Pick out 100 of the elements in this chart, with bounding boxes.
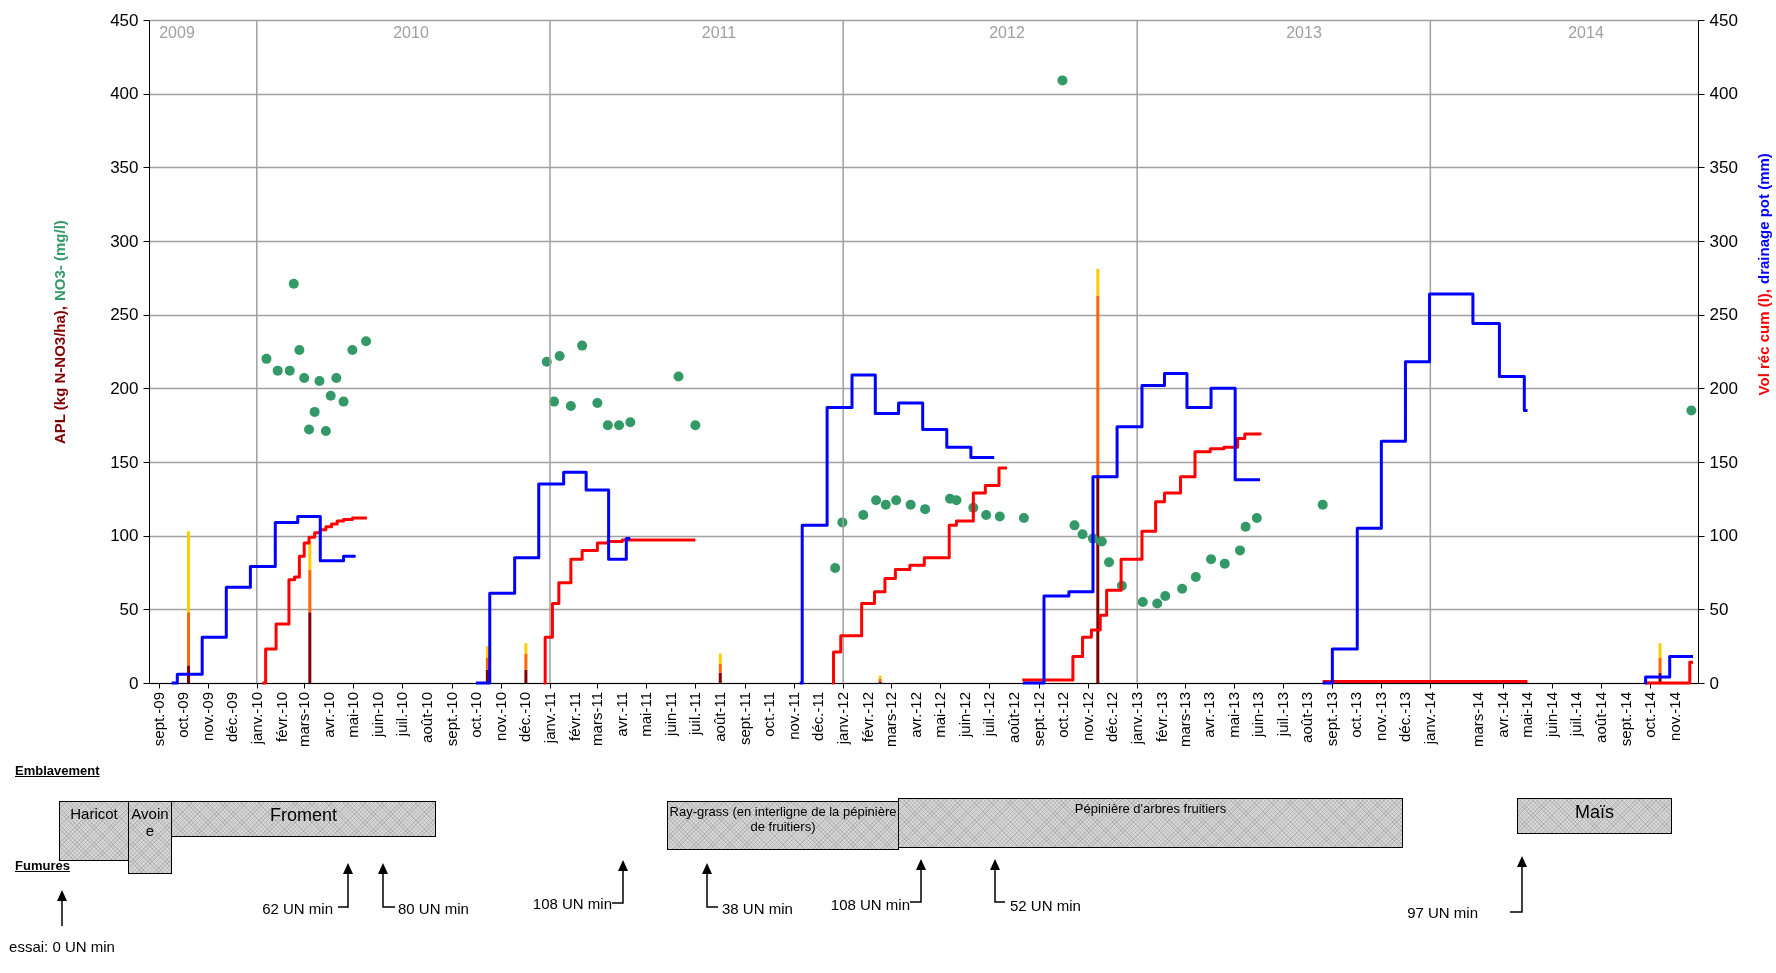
y2-tick-label: 250 [1709,305,1738,325]
x-tick-label: avr.-14 [1493,692,1511,738]
y2-tick-label: 300 [1709,231,1738,251]
x-tick-label: juin-12 [956,692,974,739]
y-tick-label: 50 [119,599,139,619]
y-axis-title: APL (kg N-NO3/ha), NO3- (mg/l) [51,220,68,445]
x-tick-label: nov.-12 [1079,692,1097,741]
text: 97 UN min [1407,904,1478,922]
y2-tick-label: 0 [1709,673,1719,693]
x-tick-label: févr.-10 [272,692,290,743]
y2-tick-label: 200 [1709,378,1738,398]
x-tick-label: juil.-10 [393,692,411,738]
x-tick-label: août-10 [418,692,436,743]
x-tick-label: juil.-13 [1273,692,1291,738]
text: Fumures [15,858,70,873]
y-tick-label: 100 [110,526,139,546]
x-tick-label: nov.-11 [785,692,803,740]
x-tick-label: août-11 [711,692,729,742]
annotation: 2009 [159,24,195,42]
annotation: 2012 [989,24,1025,42]
y-tick-label: 250 [110,305,139,325]
y-tick-label: 300 [110,231,139,251]
x-tick-label: août-13 [1298,692,1316,743]
x-tick-label: juil.-12 [980,692,998,738]
y-tick-label: 200 [110,378,139,398]
x-tick-label: janv.-12 [834,692,852,746]
x-tick-label: déc.-12 [1103,692,1121,743]
y2-tick-label: 400 [1709,84,1738,104]
x-tick-label: sept.-11 [736,692,754,746]
x-tick-label: août-12 [1005,692,1023,743]
text: 62 UN min [262,900,333,918]
x-tick-label: sept.-09 [149,692,167,747]
x-tick-label: sept.-13 [1323,692,1341,747]
text: 108 UN min [830,896,910,914]
text: Emblavement [15,763,100,778]
y2-tick-label: 350 [1709,157,1738,177]
x-tick-label: juin-14 [1542,692,1560,739]
y-tick-label: 0 [129,673,139,693]
crop-box: Froment [171,801,436,837]
x-tick-label: oct.-12 [1054,692,1072,738]
crop-box: Avoine [128,801,172,874]
crop-box: Pépinière d'arbres fruitiers [898,798,1403,848]
crop-box: Haricot [59,801,129,861]
x-tick-label: avr.-12 [907,692,925,738]
y-tick-label: 150 [110,452,139,472]
x-tick-label: mai-10 [344,692,362,738]
x-tick-label: oct.-11 [760,692,778,737]
x-tick-label: juin-10 [369,692,387,739]
x-tick-label: mars-14 [1468,692,1486,748]
text: 108 UN min [532,895,612,913]
annotation: 2011 [701,24,737,42]
y2-tick-label: 50 [1709,599,1729,619]
x-tick-label: sept.-10 [443,692,460,747]
x-tick-label: juil.-14 [1566,692,1584,738]
x-tick-label: sept.-14 [1616,692,1634,747]
x-tick-label: févr.-11 [565,692,583,741]
x-tick-label: oct.-14 [1640,692,1658,738]
text: 80 UN min [398,900,469,918]
x-tick-label: oct.-10 [467,692,485,738]
x-tick-label: déc.-09 [222,692,240,743]
x-tick-label: nov.-10 [492,692,509,741]
text: essai: 0 UN min [9,938,115,956]
y2-axis-title: Vol réc cum (l), drainage pot (mm) [1755,153,1772,396]
x-tick-label: déc.-13 [1396,692,1414,743]
x-tick-label: sept.-12 [1030,692,1048,747]
x-tick-label: janv.-11 [541,692,558,745]
x-tick-label: avr.-13 [1200,692,1218,738]
y-tick-label: 400 [110,84,139,104]
y-tick-label: 450 [110,10,139,30]
y-tick-label: 350 [110,157,139,177]
x-tick-label: mars-13 [1175,692,1193,748]
x-tick-label: oct.-09 [173,692,191,738]
x-tick-label: nov.-09 [198,692,216,741]
x-tick-label: juil.-11 [686,692,704,737]
x-tick-label: janv.-14 [1421,692,1439,746]
crop-box: Maïs [1517,798,1672,834]
x-tick-label: nov.-14 [1665,692,1683,741]
crop-box: Ray-grass (en interligne de la pépinière de fruitiers) [667,801,899,850]
x-tick-label: janv.-13 [1128,692,1146,746]
annotation: 2010 [393,24,429,42]
x-tick-label: oct.-13 [1347,692,1365,738]
x-tick-label: févr.-12 [859,692,877,743]
x-tick-label: mai-11 [637,692,655,737]
x-tick-label: mars-12 [882,692,900,748]
x-tick-label: déc.-10 [516,692,534,743]
y2-tick-label: 450 [1709,10,1738,30]
x-tick-label: déc.-11 [809,692,827,741]
x-tick-label: mars-10 [295,692,313,748]
x-tick-label: juin-11 [662,692,680,737]
x-tick-label: nov.-13 [1372,692,1390,741]
x-tick-label: mai-12 [931,692,949,738]
x-tick-label: mai-14 [1517,692,1535,738]
x-tick-label: mars-11 [588,692,606,746]
annotation: 2013 [1286,24,1322,42]
x-tick-label: avr.-11 [613,692,631,737]
annotation: 2014 [1568,24,1604,42]
x-tick-label: août-14 [1591,692,1609,743]
text: 38 UN min [722,900,793,918]
text: 52 UN min [1010,897,1081,915]
y2-tick-label: 150 [1709,452,1738,472]
